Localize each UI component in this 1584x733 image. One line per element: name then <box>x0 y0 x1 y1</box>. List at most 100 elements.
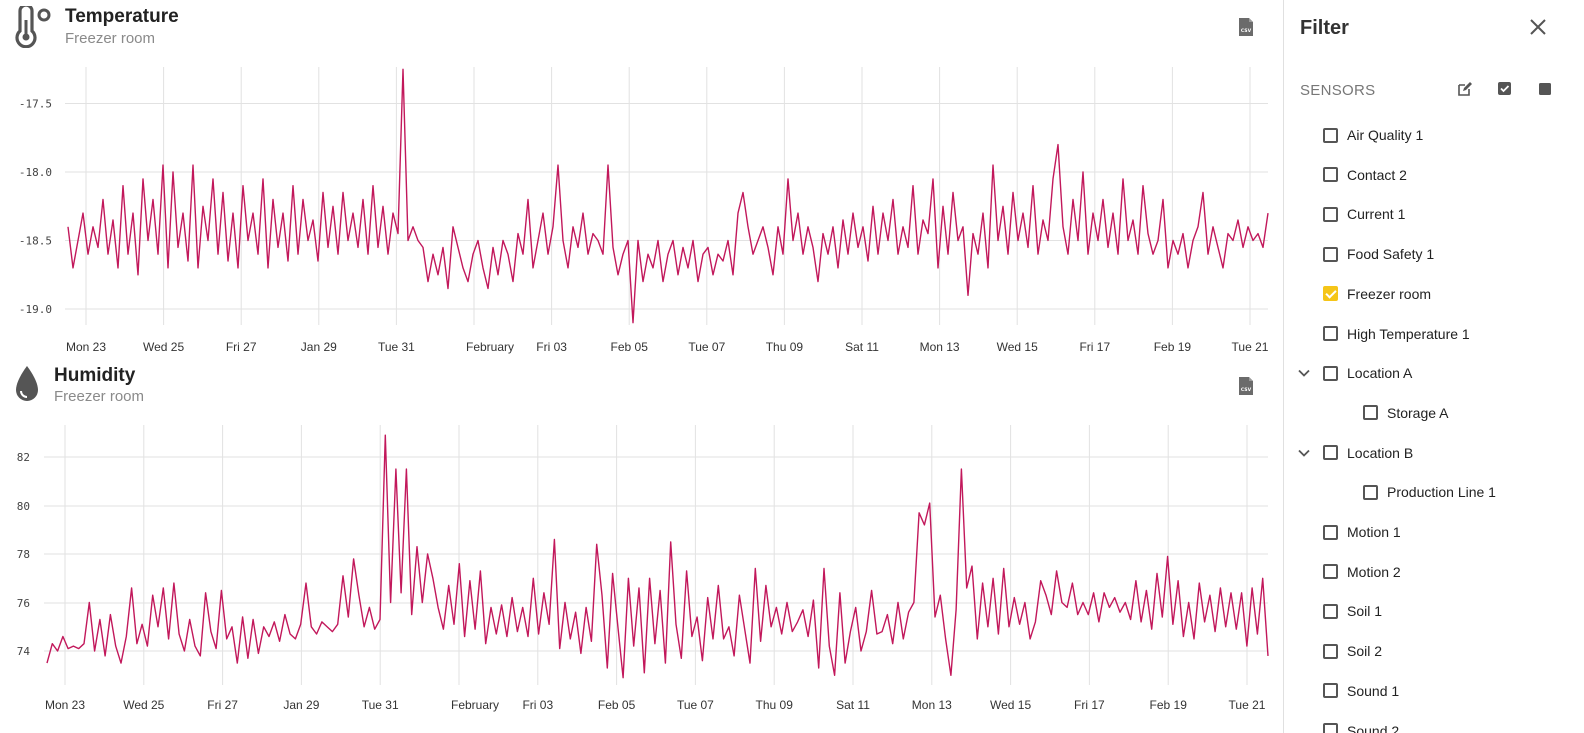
filter-sidebar: Filter SENSORS Air Quality 1 Contact 2 Cur… <box>1283 0 1584 733</box>
sensor-item[interactable]: Motion 2 <box>1323 559 1401 585</box>
x-tick-label: Tue 07 <box>677 698 714 712</box>
sensor-checkbox[interactable] <box>1323 167 1338 183</box>
sensor-checkbox[interactable] <box>1363 484 1378 500</box>
x-tick-label: February <box>451 698 499 712</box>
sensor-label: Location B <box>1347 444 1414 461</box>
x-tick-label: Fri 17 <box>1074 698 1105 712</box>
sensor-item[interactable]: Current 1 <box>1323 201 1405 227</box>
x-tick-label: Wed 15 <box>997 340 1038 354</box>
sensor-item[interactable]: Production Line 1 <box>1363 479 1496 505</box>
sensor-checkbox[interactable] <box>1323 643 1338 659</box>
panel-subtitle: Freezer room <box>54 388 145 405</box>
sensor-item[interactable]: Contact 2 <box>1323 162 1407 188</box>
x-tick-label: Tue 31 <box>378 340 415 354</box>
y-tick-label: 80 <box>17 500 30 513</box>
sensor-label: Current 1 <box>1347 206 1406 223</box>
sensor-item[interactable]: High Temperature 1 <box>1323 321 1470 347</box>
close-icon <box>1530 19 1546 35</box>
sensor-label: Storage A <box>1387 404 1449 421</box>
chevron-down-icon[interactable] <box>1297 366 1311 380</box>
sensor-checkbox[interactable] <box>1323 524 1338 540</box>
y-tick-label: 76 <box>17 597 30 610</box>
sensor-label: Sound 1 <box>1347 682 1400 699</box>
edit-button[interactable] <box>1457 81 1473 97</box>
sensor-label: Freezer room <box>1347 285 1432 302</box>
y-tick-label: -18.0 <box>19 166 52 179</box>
svg-text:CSV: CSV <box>1241 28 1252 34</box>
x-tick-label: Fri 17 <box>1079 340 1110 354</box>
check-all-icon <box>1498 82 1511 95</box>
series-line <box>67 68 1269 324</box>
sensor-label: Motion 2 <box>1347 563 1401 580</box>
sensor-checkbox[interactable] <box>1323 603 1338 619</box>
sensor-checkbox[interactable] <box>1323 206 1338 222</box>
x-tick-label: Mon 13 <box>920 340 960 354</box>
series-line <box>46 434 1269 679</box>
x-tick-label: Wed 25 <box>123 698 164 712</box>
csv-download-button[interactable]: CSV <box>1238 17 1254 37</box>
x-tick-label: Thu 09 <box>756 698 794 712</box>
x-tick-label: Feb 05 <box>611 340 649 354</box>
y-tick-label: 74 <box>17 645 31 658</box>
x-tick-label: Sat 11 <box>836 698 870 712</box>
sensor-item[interactable]: Location B <box>1298 440 1414 466</box>
x-tick-label: Feb 05 <box>598 698 636 712</box>
sensor-item[interactable]: Location A <box>1298 360 1412 386</box>
sensor-checkbox[interactable] <box>1323 127 1338 143</box>
thermometer-icon <box>12 3 52 49</box>
humidity-chart: 82 80 78 76 74 Mon 23 Wed 25 Fri 27 Jan 29 Tue 31… <box>17 425 1269 712</box>
x-tick-label: Thu 09 <box>766 340 804 354</box>
x-tick-label: Mon 13 <box>912 698 952 712</box>
sensor-label: Sound 2 <box>1347 722 1400 733</box>
csv-download-button[interactable]: CSV <box>1238 376 1254 396</box>
x-tick-label: Mon 23 <box>66 340 106 354</box>
sensor-item[interactable]: Storage A <box>1363 400 1449 426</box>
x-tick-label: Wed 25 <box>143 340 184 354</box>
sensor-item[interactable]: Freezer room <box>1323 281 1431 307</box>
temperature-chart: -17.5 -18.0 -18.5 -19.0 Mon 23 Wed 25 Fri 27 Ja… <box>19 67 1269 354</box>
sensor-label: Contact 2 <box>1347 166 1407 183</box>
sensor-checkbox[interactable] <box>1323 246 1338 262</box>
sensors-section-label: SENSORS <box>1300 82 1376 99</box>
sensor-item[interactable]: Sound 1 <box>1323 678 1399 704</box>
chevron-down-icon[interactable] <box>1297 446 1311 460</box>
sensor-label: Soil 2 <box>1347 643 1383 660</box>
panel-subtitle: Freezer room <box>65 30 156 47</box>
panel-title: Humidity <box>54 365 136 386</box>
x-tick-label: Jan 29 <box>301 340 337 354</box>
x-tick-label: Mon 23 <box>45 698 85 712</box>
panel-title: Temperature <box>65 6 179 27</box>
deselect-all-button[interactable] <box>1537 81 1553 97</box>
y-tick-label: -18.5 <box>19 235 52 248</box>
csv-file-icon: CSV <box>1239 18 1253 36</box>
close-button[interactable] <box>1528 17 1548 37</box>
y-tick-label: -17.5 <box>19 98 52 111</box>
temperature-panel: Temperature Freezer room CSV -17.5 -18.0-… <box>0 0 1283 360</box>
x-tick-label: Feb 19 <box>1154 340 1192 354</box>
y-tick-label: -19.0 <box>19 303 52 316</box>
sensor-item[interactable]: Motion 1 <box>1323 519 1401 545</box>
sensor-checkbox[interactable] <box>1323 286 1338 302</box>
sensor-item[interactable]: Sound 2 <box>1323 718 1399 733</box>
sensor-item[interactable]: Soil 1 <box>1323 598 1382 624</box>
sensor-item[interactable]: Food Safety 1 <box>1323 241 1434 267</box>
sensor-checkbox[interactable] <box>1323 564 1338 580</box>
sensor-label: Food Safety 1 <box>1347 246 1435 263</box>
sensor-checkbox[interactable] <box>1363 405 1378 421</box>
water-drop-icon <box>12 364 42 406</box>
sensor-item[interactable]: Soil 2 <box>1323 638 1382 664</box>
csv-file-icon: CSV <box>1239 377 1253 395</box>
sensor-checkbox[interactable] <box>1323 445 1338 461</box>
sensor-checkbox[interactable] <box>1323 365 1338 381</box>
x-tick-label: Fri 27 <box>226 340 257 354</box>
sensor-item[interactable]: Air Quality 1 <box>1323 122 1423 148</box>
x-tick-label: February <box>466 340 514 354</box>
svg-text:CSV: CSV <box>1241 387 1252 393</box>
select-all-button[interactable] <box>1497 81 1513 97</box>
x-tick-label: Jan 29 <box>283 698 319 712</box>
x-tick-label: Fri 03 <box>536 340 567 354</box>
x-tick-label: Tue 31 <box>362 698 399 712</box>
sensor-checkbox[interactable] <box>1323 683 1338 699</box>
sensor-checkbox[interactable] <box>1323 326 1338 341</box>
sensor-checkbox[interactable] <box>1323 723 1338 733</box>
